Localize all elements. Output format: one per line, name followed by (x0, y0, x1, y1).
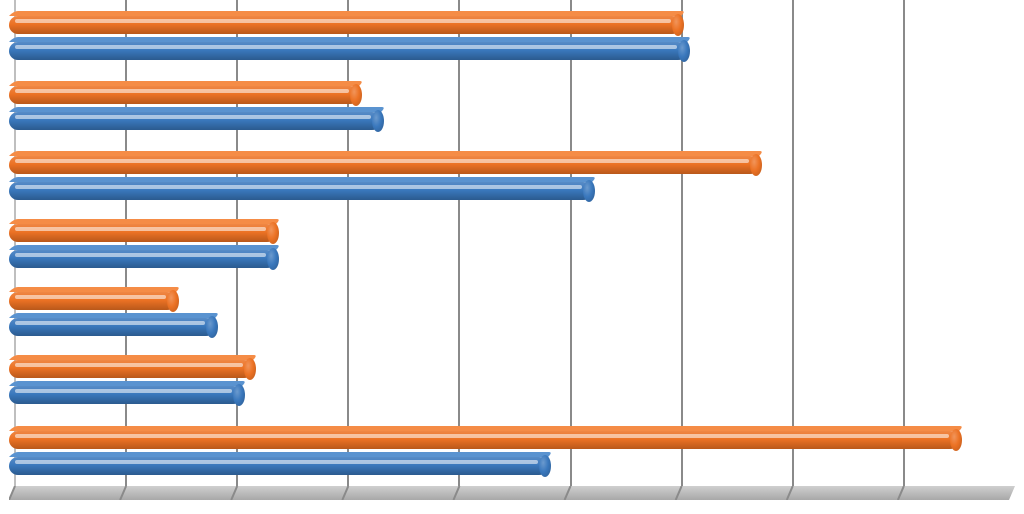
gridline (347, 0, 349, 486)
gridline (903, 0, 905, 486)
bar-series-b (9, 112, 381, 130)
bar-series-a (9, 292, 176, 310)
bar-series-a (9, 224, 276, 242)
y-axis-wall (14, 0, 16, 486)
gridline (570, 0, 572, 486)
bar-series-a (9, 360, 253, 378)
gridline (125, 0, 127, 486)
bar-series-a (9, 156, 759, 174)
chart-floor (9, 486, 1015, 500)
gridline (236, 0, 238, 486)
bar-series-b (9, 42, 687, 60)
gridline (458, 0, 460, 486)
horizontal-bar-chart (0, 0, 1024, 514)
bar-series-b (9, 318, 215, 336)
plot-area (9, 0, 1015, 500)
bar-series-b (9, 182, 592, 200)
bar-series-a (9, 431, 959, 449)
bar-series-b (9, 250, 276, 268)
bar-series-b (9, 457, 548, 475)
gridline (792, 0, 794, 486)
gridline (681, 0, 683, 486)
bar-series-b (9, 386, 242, 404)
bar-series-a (9, 16, 681, 34)
bar-series-a (9, 86, 359, 104)
